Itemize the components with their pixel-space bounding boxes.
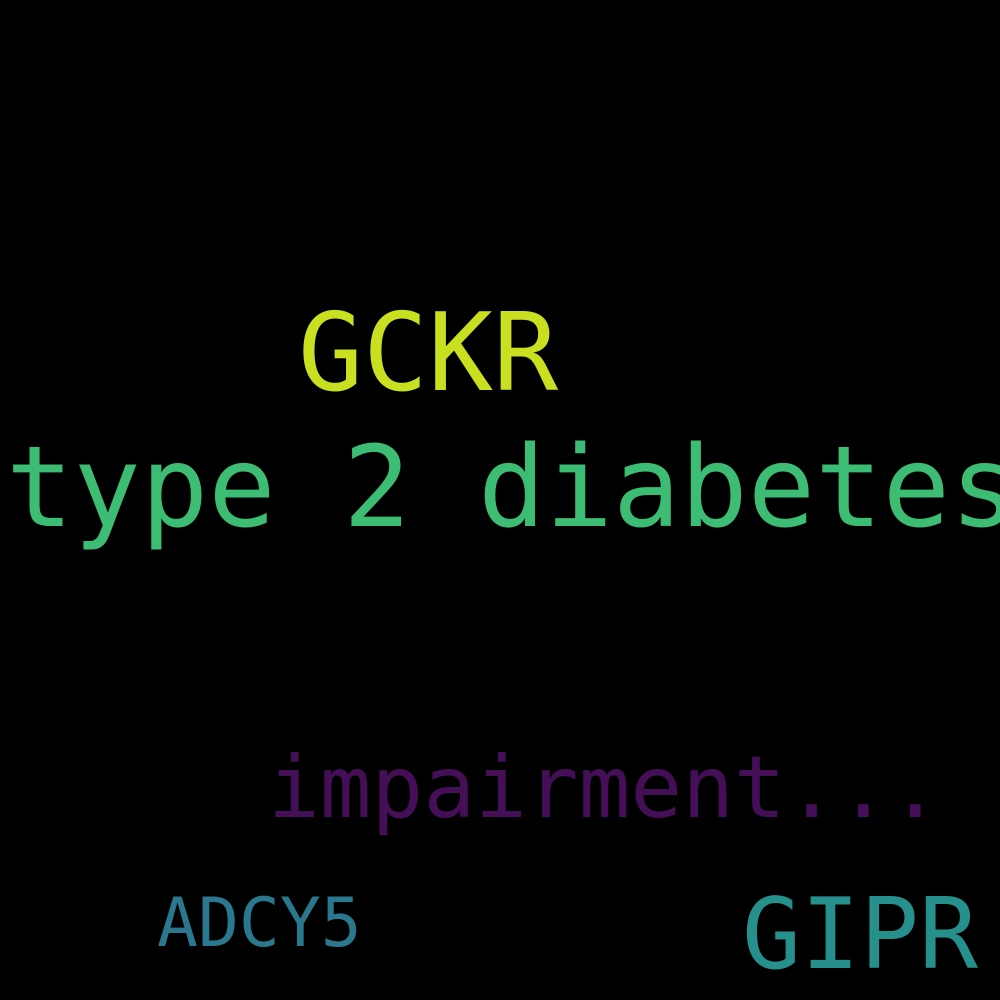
word-impairment: impairment... (268, 738, 942, 838)
word-gipr: GIPR (742, 878, 979, 992)
word-gckr: GCKR (298, 291, 559, 416)
word-type-2-diabetes: type 2 diabetes (6, 423, 1000, 553)
word-adcy5: ADCY5 (157, 884, 362, 963)
